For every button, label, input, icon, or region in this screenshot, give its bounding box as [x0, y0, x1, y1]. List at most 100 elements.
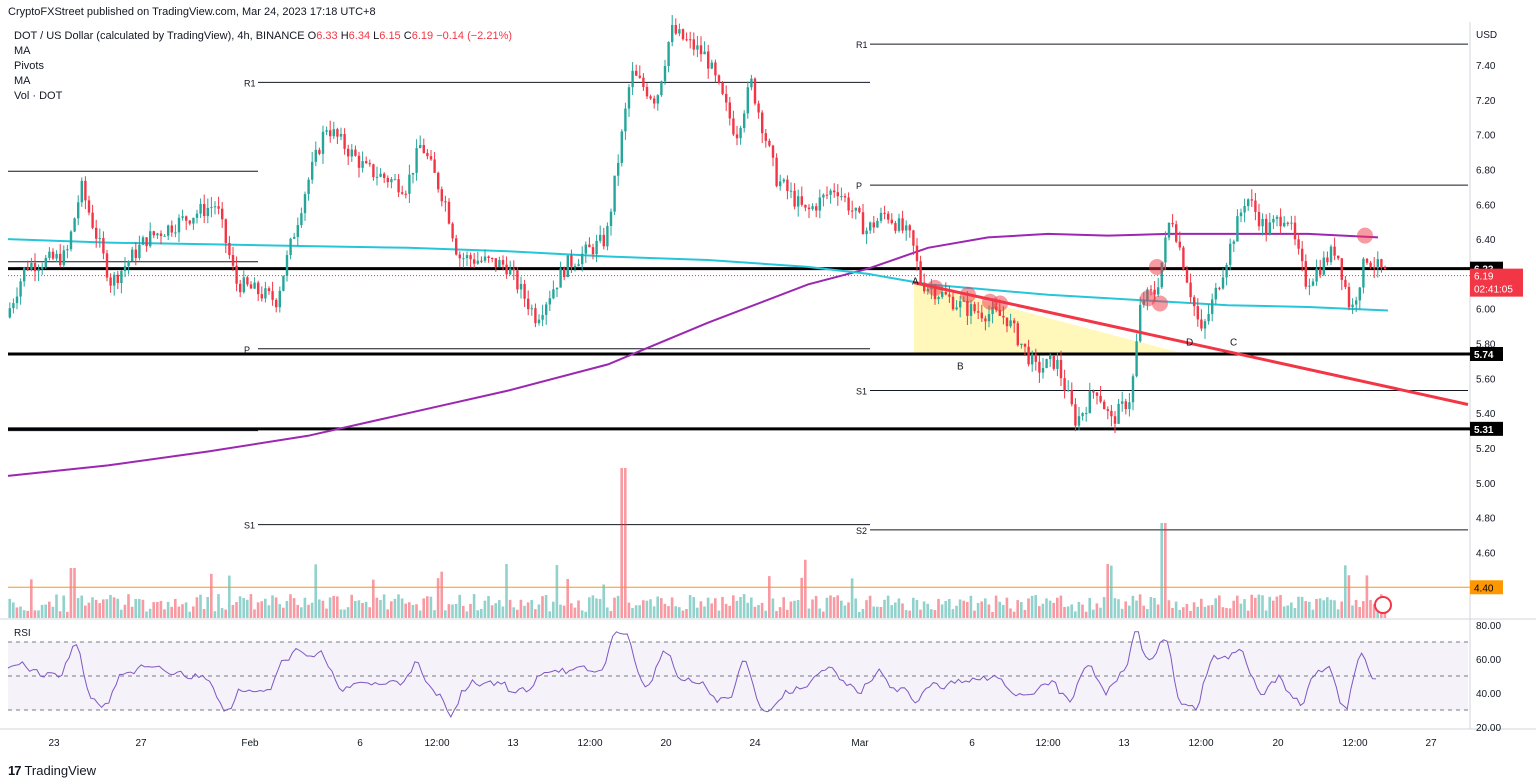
- candle-body: [77, 202, 80, 219]
- candle-body: [1337, 255, 1340, 259]
- pivot-label: S1: [856, 387, 867, 397]
- candle-body: [408, 174, 411, 194]
- indicator-ma-2[interactable]: MA: [14, 75, 31, 87]
- candle-body: [703, 51, 706, 55]
- volume-bar: [465, 611, 469, 618]
- volume-bar: [1074, 611, 1077, 618]
- candle-body: [1157, 287, 1160, 295]
- volume-bar: [314, 564, 317, 618]
- volume-bar: [192, 606, 195, 618]
- candle-body: [919, 261, 922, 283]
- volume-bar: [1333, 600, 1336, 618]
- candle-body: [1301, 248, 1304, 262]
- candle-body: [786, 179, 789, 191]
- indicator-ma-1[interactable]: MA: [14, 45, 31, 57]
- candle-body: [1211, 299, 1214, 314]
- candle-body: [1013, 320, 1016, 324]
- volume-bar: [501, 606, 505, 618]
- candle-body: [955, 307, 958, 310]
- volume-bar: [548, 611, 551, 618]
- candle-body: [1088, 391, 1091, 413]
- candle-body: [1351, 304, 1354, 308]
- candle-body: [1164, 237, 1167, 263]
- candle-body: [217, 206, 220, 209]
- candle-body: [678, 29, 681, 34]
- candle-body: [732, 118, 735, 135]
- volume-bar: [217, 594, 220, 618]
- candle-body: [383, 173, 386, 178]
- candle-body: [1229, 243, 1232, 265]
- volume-bar: [879, 606, 883, 618]
- candle-body: [714, 62, 717, 76]
- candle-body: [253, 282, 256, 289]
- candle-body: [991, 306, 994, 315]
- candle-body: [559, 268, 562, 288]
- price-tick-label: 7.40: [1476, 61, 1496, 72]
- candle-body: [1225, 264, 1228, 278]
- volume-bar: [476, 610, 479, 618]
- time-axis-label: 20: [1272, 738, 1284, 749]
- candle-body: [51, 251, 55, 259]
- indicator-pivots[interactable]: Pivots: [14, 60, 44, 72]
- volume-bar: [1045, 598, 1048, 618]
- candle-body: [26, 267, 29, 270]
- volume-bar: [1340, 601, 1343, 618]
- volume-bar: [220, 608, 224, 618]
- us-flag-icon: [1374, 596, 1392, 614]
- candle-body: [48, 251, 51, 258]
- volume-bar: [228, 575, 231, 618]
- volume-bar: [472, 594, 476, 618]
- candle-body: [905, 225, 908, 231]
- candle-body: [987, 314, 991, 322]
- volume-bar: [1304, 601, 1307, 618]
- volume-bar: [307, 604, 310, 618]
- volume-bar: [1351, 605, 1354, 618]
- candles-group: [8, 15, 1387, 434]
- candle-body: [141, 237, 145, 245]
- volume-bar: [1362, 601, 1365, 618]
- candle-body: [753, 78, 757, 104]
- volume-bar: [645, 600, 649, 618]
- volume-bar: [829, 595, 832, 618]
- volume-bar: [15, 607, 19, 618]
- candle-body: [163, 235, 166, 237]
- volume-bar: [760, 602, 764, 618]
- candle-body: [1074, 404, 1077, 426]
- volume-bar: [328, 597, 332, 618]
- volume-bar: [480, 608, 483, 618]
- volume-bar: [908, 610, 911, 618]
- volume-bar: [8, 598, 11, 618]
- time-axis-label: 6: [969, 738, 975, 749]
- volume-bar: [739, 596, 742, 618]
- volume-bar: [1081, 604, 1084, 618]
- candle-body: [1297, 239, 1300, 249]
- candle-body: [1355, 300, 1358, 305]
- candle-body: [437, 172, 440, 190]
- volume-bar: [375, 597, 379, 618]
- candle-body: [1340, 258, 1343, 280]
- candle-body: [131, 249, 134, 262]
- volume-bar: [418, 610, 422, 618]
- volume-bar: [926, 603, 929, 618]
- candle-body: [1196, 306, 1199, 320]
- candle-body: [1319, 268, 1322, 275]
- volume-bar: [843, 605, 847, 618]
- volume-bar: [296, 604, 299, 618]
- volume-bar: [1293, 608, 1297, 618]
- volume-bar: [602, 584, 605, 618]
- volume-bar: [120, 609, 123, 618]
- volume-bar: [1110, 565, 1113, 618]
- volume-bar: [174, 598, 177, 618]
- candle-body: [1369, 262, 1372, 267]
- candle-body: [1178, 241, 1181, 248]
- candle-body: [33, 263, 37, 272]
- pivot-label: S2: [856, 526, 867, 536]
- candle-body: [782, 179, 785, 182]
- indicator-volume[interactable]: Vol · DOT: [14, 90, 63, 102]
- volume-bar: [634, 605, 638, 618]
- candle-body: [1077, 416, 1081, 426]
- candle-body: [66, 249, 69, 251]
- time-axis-label: 12:00: [1035, 738, 1060, 749]
- volume-bar: [451, 604, 454, 618]
